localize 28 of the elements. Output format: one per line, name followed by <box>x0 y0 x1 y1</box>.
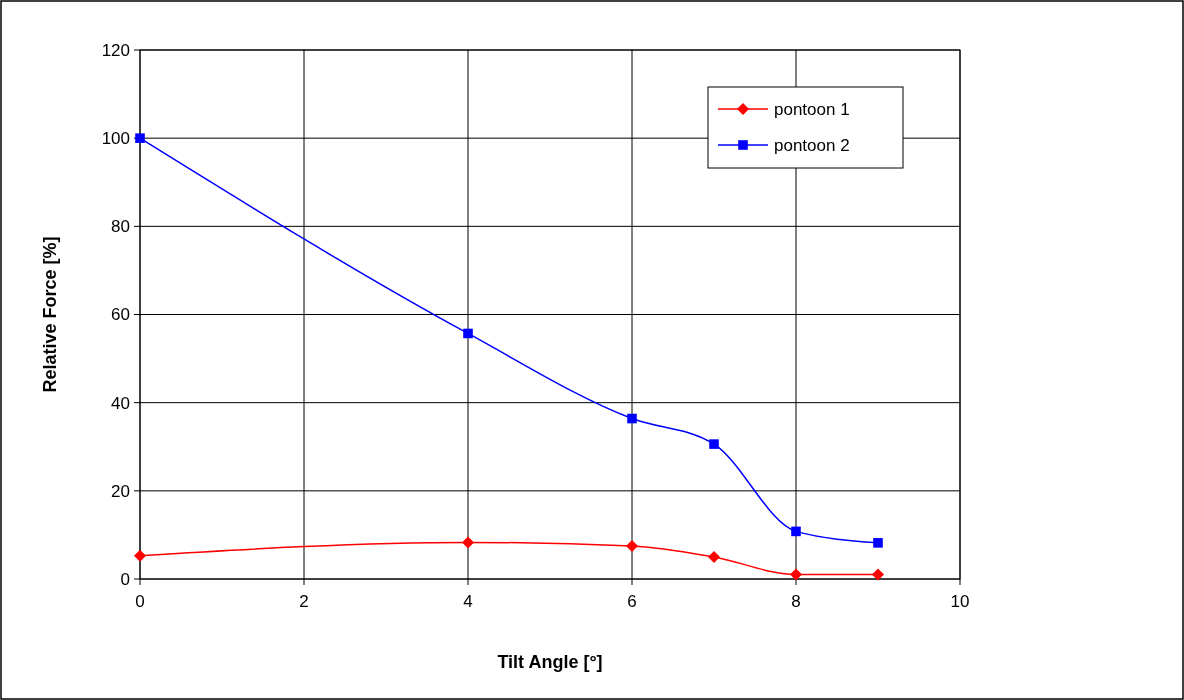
y-tick-label: 80 <box>111 217 130 237</box>
x-axis-title: Tilt Angle [°] <box>497 652 603 672</box>
x-tick-label: 4 <box>463 592 473 611</box>
point <box>627 413 637 424</box>
point <box>708 550 720 563</box>
y-tick-label: 0 <box>120 569 130 589</box>
point <box>872 568 884 581</box>
point <box>790 568 802 581</box>
y-tick-label: 40 <box>111 393 130 413</box>
legend-label: pontoon 1 <box>774 99 850 119</box>
y-tick-label: 60 <box>111 305 130 325</box>
point <box>791 526 801 537</box>
point <box>463 328 473 339</box>
y-tick-label: 100 <box>101 129 130 149</box>
y-tick-label: 20 <box>111 481 130 501</box>
x-tick-label: 2 <box>299 592 309 611</box>
point <box>709 439 719 449</box>
point <box>134 549 146 562</box>
y-tick-label: 120 <box>101 40 130 60</box>
x-tick-label: 0 <box>135 592 145 611</box>
legend-label: pontoon 2 <box>774 135 850 155</box>
x-tick-label: 8 <box>791 592 801 611</box>
point <box>873 538 883 548</box>
point <box>626 539 638 552</box>
point <box>462 536 474 549</box>
x-tick-label: 10 <box>950 592 970 611</box>
x-tick-label: 6 <box>627 592 637 611</box>
y-axis-title: Relative Force [%] <box>40 236 60 393</box>
